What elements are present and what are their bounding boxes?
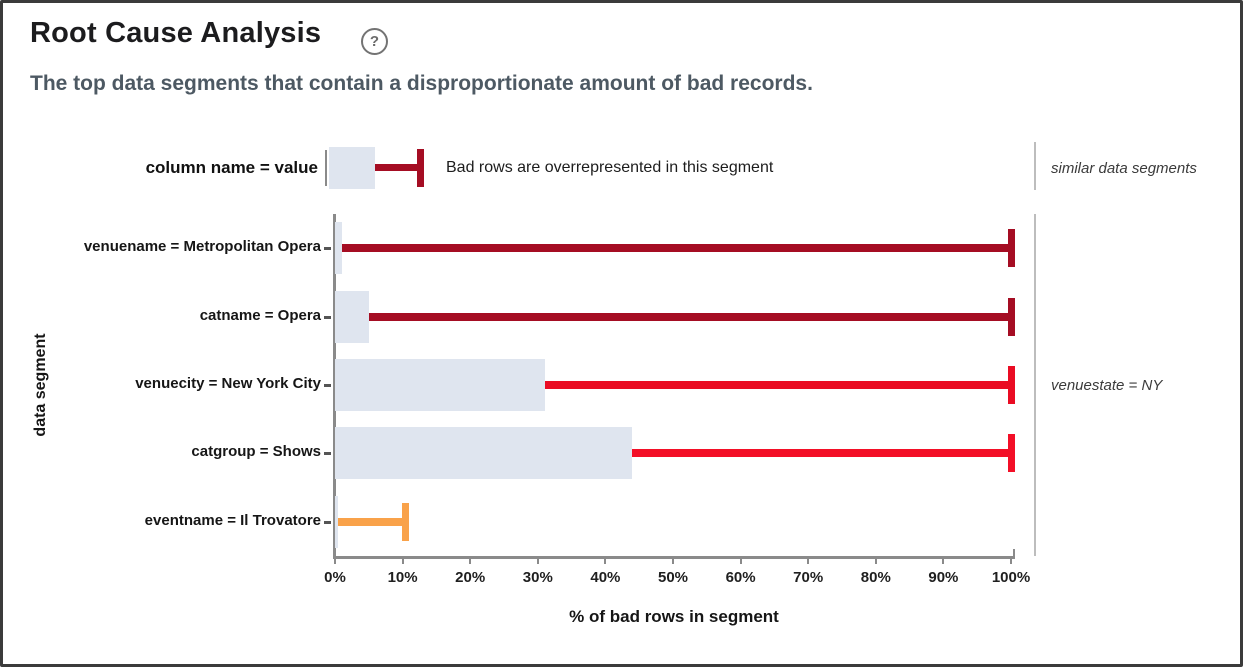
y-tick-mark: [324, 452, 331, 455]
x-axis-title: % of bad rows in segment: [569, 607, 779, 626]
bad-rows-whisker-cap: [1007, 434, 1015, 472]
x-tick-mark: [401, 557, 404, 564]
x-tick-label: 10%: [387, 569, 418, 586]
x-tick-label: 40%: [590, 569, 621, 586]
similar-segments-divider: [1034, 214, 1036, 556]
bad-rows-whisker: [544, 381, 1011, 389]
legend-sample-whisker-cap: [417, 149, 424, 187]
segment-label: catname = Opera: [199, 307, 321, 324]
x-tick-label: 80%: [860, 569, 891, 586]
x-tick-mark: [469, 557, 472, 564]
legend-description: Bad rows are overrepresented in this seg…: [446, 159, 774, 176]
segment-size-bar: [335, 222, 342, 274]
x-tick-mark: [739, 557, 742, 564]
x-tick-mark: [604, 557, 607, 564]
segment-size-bar: [335, 496, 339, 548]
segment-label: venuecity = New York City: [135, 375, 321, 392]
bad-rows-whisker-cap: [1007, 366, 1015, 404]
segment-size-bar: [335, 291, 369, 343]
x-tick-mark: [874, 557, 877, 564]
segment-label: eventname = Il Trovatore: [144, 512, 321, 529]
y-tick-mark: [324, 316, 331, 319]
bad-rows-whisker-cap: [1007, 298, 1015, 336]
x-axis-end-cap: [1012, 549, 1015, 557]
bad-rows-whisker-cap: [1007, 229, 1015, 267]
x-tick-mark: [942, 557, 945, 564]
segment-label: catgroup = Shows: [191, 443, 321, 460]
x-tick-label: 30%: [522, 569, 553, 586]
bad-rows-whisker: [632, 449, 1011, 457]
x-tick-mark: [334, 557, 336, 564]
help-icon[interactable]: ?: [361, 28, 388, 55]
x-tick-label: 90%: [928, 569, 959, 586]
bad-rows-whisker: [338, 518, 406, 526]
similar-segments-heading: similar data segments: [1051, 160, 1197, 177]
legend-sample-whisker: [375, 164, 419, 171]
bad-rows-whisker: [341, 244, 1011, 252]
segment-label: venuename = Metropolitan Opera: [83, 238, 321, 255]
x-tick-label: 20%: [455, 569, 486, 586]
legend-sample-label: column name = value: [145, 158, 318, 177]
legend-sample-bar: [329, 147, 375, 189]
bad-rows-whisker-cap: [402, 503, 410, 541]
similar-segment-annotation: venuestate = NY: [1051, 377, 1163, 394]
bad-rows-whisker: [368, 313, 1011, 321]
x-axis-line: [333, 556, 1015, 559]
x-tick-mark: [1010, 557, 1012, 564]
y-tick-mark: [324, 521, 331, 524]
y-axis-title: data segment: [32, 333, 49, 437]
x-tick-label: 70%: [793, 569, 824, 586]
x-tick-label: 100%: [991, 569, 1031, 586]
x-tick-mark: [807, 557, 810, 564]
segment-size-bar: [335, 359, 545, 411]
x-tick-label: 60%: [725, 569, 756, 586]
y-tick-mark: [324, 247, 331, 250]
similar-segments-divider-top: [1034, 142, 1036, 190]
x-tick-label: 0%: [324, 569, 346, 586]
legend-axis-tick: [325, 150, 327, 186]
segment-size-bar: [335, 427, 633, 479]
x-tick-mark: [536, 557, 539, 564]
page-title: Root Cause Analysis: [30, 17, 322, 49]
x-tick-mark: [672, 557, 674, 564]
x-tick-label: 50%: [657, 569, 689, 586]
y-axis-line: [333, 214, 336, 557]
y-tick-mark: [324, 384, 331, 387]
subtitle-text: The top data segments that contain a dis…: [30, 72, 813, 95]
